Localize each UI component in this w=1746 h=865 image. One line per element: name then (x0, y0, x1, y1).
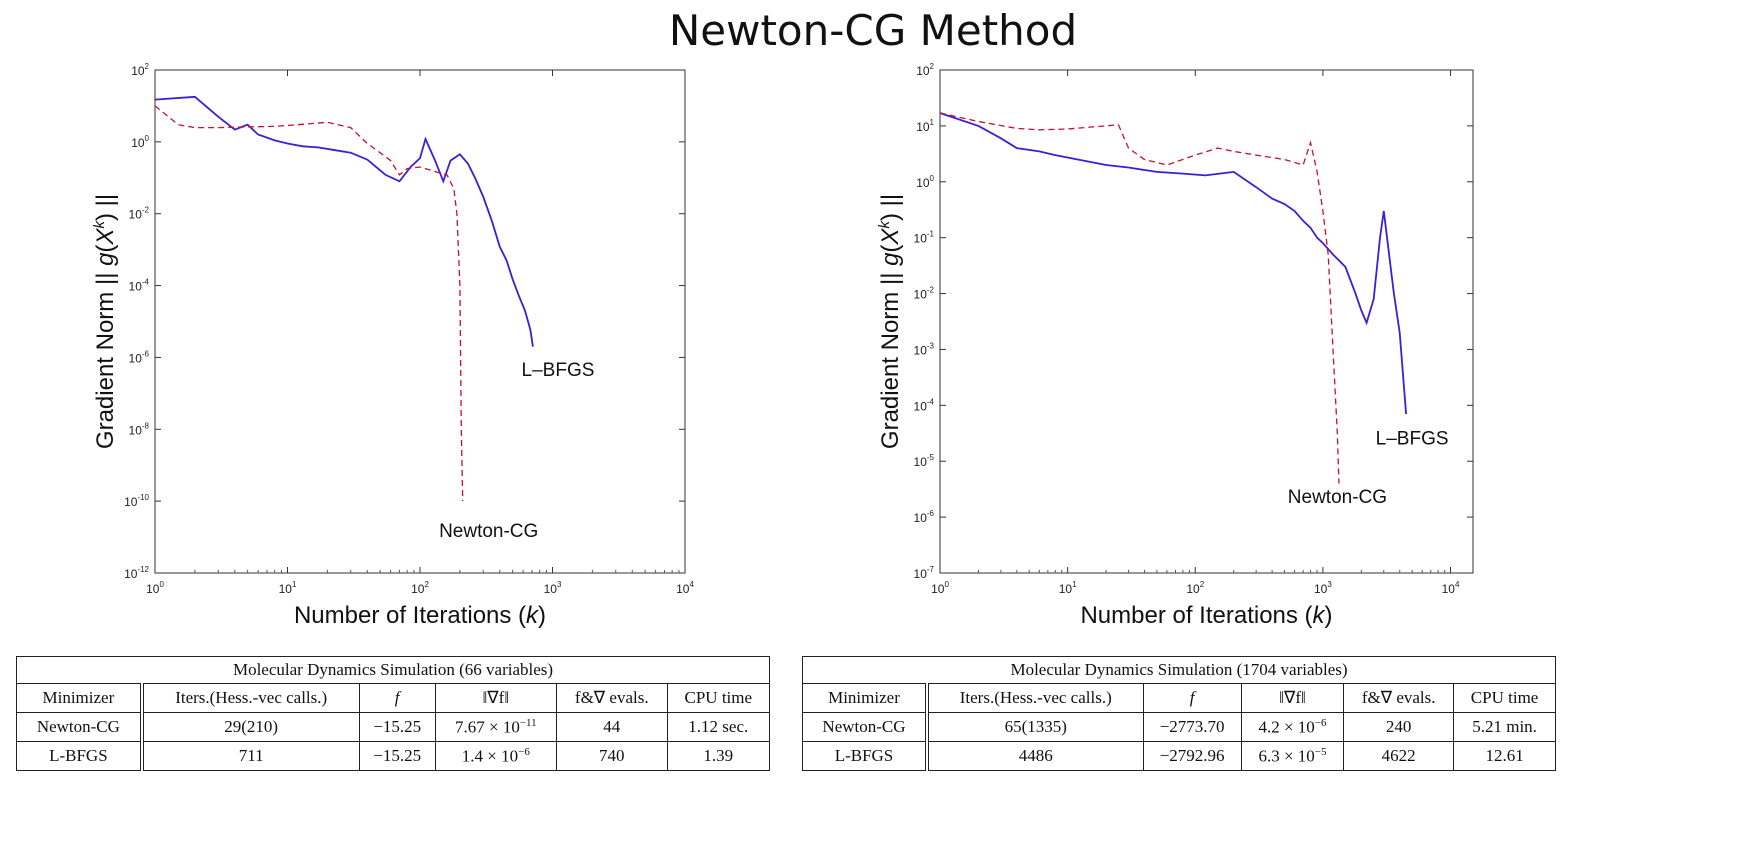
header-grad-norm: ‖∇f‖ (434, 683, 557, 713)
x-tick-label: 101 (279, 580, 297, 596)
cell-iters: 65(1335) (926, 712, 1144, 742)
y-tick-label: 100 (131, 134, 149, 150)
y-tick-label: 10-1 (914, 230, 935, 246)
cell-cpu-time: 5.21 min. (1453, 712, 1556, 742)
cell-grad-norm: 1.4 × 10−6 (434, 741, 557, 771)
table-caption: Molecular Dynamics Simulation (1704 vari… (802, 656, 1556, 684)
cell-minimizer: L-BFGS (15, 741, 144, 771)
cell-f: −2773.70 (1142, 712, 1242, 742)
cell-cpu-time: 1.39 (666, 741, 771, 771)
series-line-newton-cg (155, 105, 464, 502)
cell-cpu-time: 1.12 sec. (666, 712, 771, 742)
cell-evals: 4622 (1343, 741, 1455, 771)
cell-evals: 44 (555, 712, 668, 742)
cell-cpu-time: 12.61 (1453, 741, 1556, 771)
cell-f: −15.25 (358, 741, 436, 771)
y-axis-title: Gradient Norm || g(Xk) || (876, 194, 904, 449)
y-tick-label: 10-12 (124, 565, 149, 581)
y-tick-label: 100 (916, 174, 934, 190)
x-axis-title: Number of Iterations (k) (1080, 602, 1332, 629)
header-f: f (1142, 683, 1242, 713)
x-tick-label: 103 (1314, 580, 1332, 596)
x-tick-label: 102 (1186, 580, 1204, 596)
y-tick-label: 10-8 (129, 421, 150, 437)
header-minimizer: Minimizer (801, 683, 929, 713)
header-iters: Iters.(Hess.-vec calls.) (141, 683, 360, 713)
slide-title: Newton-CG Method (668, 6, 1078, 55)
table-header-row: Minimizer Iters.(Hess.-vec calls.) f ‖∇f… (15, 683, 771, 713)
table-row: L-BFGS 4486 −2792.96 6.3 × 10−5 4622 12.… (801, 741, 1556, 771)
series-annotation: Newton-CG (439, 521, 538, 542)
header-cpu-time: CPU time (1453, 683, 1556, 713)
x-tick-label: 100 (931, 580, 949, 596)
series-annotation: Newton-CG (1288, 487, 1387, 508)
header-grad-norm: ‖∇f‖ (1240, 683, 1345, 713)
y-axis-title: Gradient Norm || g(Xk) || (91, 194, 119, 449)
series-line-l-bfgs (155, 95, 534, 347)
x-axis-title: Number of Iterations (k) (294, 602, 546, 629)
x-tick-label: 102 (411, 580, 429, 596)
cell-grad-norm: 6.3 × 10−5 (1240, 741, 1345, 771)
header-evals: f&∇ evals. (1343, 683, 1455, 713)
x-tick-label: 104 (1442, 580, 1460, 596)
header-minimizer: Minimizer (15, 683, 144, 713)
y-tick-label: 102 (131, 62, 149, 78)
y-tick-label: 10-2 (129, 206, 150, 222)
table-row: Newton-CG 65(1335) −2773.70 4.2 × 10−6 2… (801, 712, 1556, 742)
y-tick-label: 10-6 (914, 509, 935, 525)
cell-iters: 4486 (926, 741, 1144, 771)
results-table-right: Molecular Dynamics Simulation (1704 vari… (801, 656, 1556, 771)
cell-f: −2792.96 (1142, 741, 1242, 771)
y-tick-label: 10-2 (914, 286, 935, 302)
y-tick-label: 10-6 (129, 349, 150, 365)
y-tick-label: 10-5 (914, 453, 935, 469)
x-tick-label: 100 (146, 580, 164, 596)
header-iters: Iters.(Hess.-vec calls.) (926, 683, 1144, 713)
plot-frame (939, 69, 1474, 574)
y-tick-label: 10-4 (129, 278, 150, 294)
cell-grad-norm: 7.67 × 10−11 (434, 712, 557, 742)
cell-grad-exp: −11 (519, 716, 537, 729)
chart-left: 100 101 102 103 104 102 100 10-2 10-4 10-6 10-8 10-… (90, 55, 710, 635)
cell-f: −15.25 (358, 712, 436, 742)
cell-evals: 740 (555, 741, 668, 771)
table-caption: Molecular Dynamics Simulation (66 variab… (16, 656, 770, 684)
cell-grad-norm: 4.2 × 10−6 (1240, 712, 1345, 742)
chart-left-svg: 100 101 102 103 104 102 100 10-2 10-4 10-6 10-8 10-… (91, 62, 694, 629)
table-row: L-BFGS 711 −15.25 1.4 × 10−6 740 1.39 (15, 741, 771, 771)
chart-right-svg: 100 101 102 103 104 102 101 100 10-1 10-2 10-3 10-4… (876, 62, 1474, 629)
plot-frame (154, 69, 686, 574)
header-evals: f&∇ evals. (555, 683, 668, 713)
header-cpu-time: CPU time (666, 683, 771, 713)
series-line-newton-cg (940, 112, 1340, 484)
cell-minimizer: Newton-CG (15, 712, 144, 742)
x-tick-label: 104 (676, 580, 694, 596)
series-line-l-bfgs (940, 112, 1407, 415)
chart-right: 100 101 102 103 104 102 101 100 10-1 10-2 10-3 10-4… (876, 55, 1500, 635)
table-row: Newton-CG 29(210) −15.25 7.67 × 10−11 44… (15, 712, 771, 742)
cell-minimizer: Newton-CG (801, 712, 929, 742)
y-tick-label: 10-4 (914, 397, 935, 413)
header-f: f (358, 683, 436, 713)
x-tick-label: 101 (1059, 580, 1077, 596)
y-tick-label: 10-7 (914, 565, 935, 581)
y-tick-label: 10-10 (124, 493, 149, 509)
cell-grad-exp: −5 (1314, 745, 1327, 758)
series-annotation: L–BFGS (522, 360, 595, 381)
table-caption-row: Molecular Dynamics Simulation (66 variab… (16, 656, 770, 684)
y-tick-label: 10-3 (914, 341, 935, 357)
table-caption-row: Molecular Dynamics Simulation (1704 vari… (802, 656, 1556, 684)
cell-iters: 29(210) (141, 712, 360, 742)
cell-grad-exp: −6 (1314, 716, 1327, 729)
y-tick-label: 101 (916, 118, 934, 134)
cell-iters: 711 (141, 741, 360, 771)
y-tick-label: 102 (916, 62, 934, 78)
series-annotation: L–BFGS (1376, 428, 1449, 449)
table-header-row: Minimizer Iters.(Hess.-vec calls.) f ‖∇f… (801, 683, 1556, 713)
cell-minimizer: L-BFGS (801, 741, 929, 771)
cell-evals: 240 (1343, 712, 1455, 742)
cell-grad-exp: −6 (518, 745, 530, 758)
x-tick-label: 103 (544, 580, 562, 596)
results-table-left: Molecular Dynamics Simulation (66 variab… (15, 656, 771, 771)
